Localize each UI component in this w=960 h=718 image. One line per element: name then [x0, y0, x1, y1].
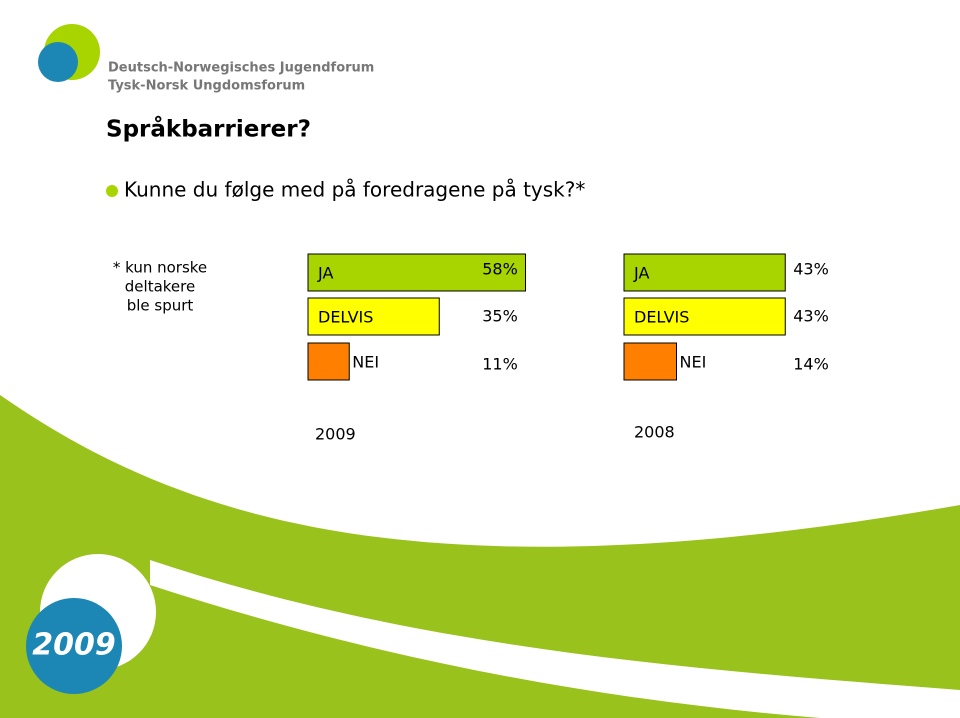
- category-label: DELVIS: [634, 308, 689, 327]
- bar: [623, 297, 786, 336]
- logo-text: Tysk-Norsk Ungdomsforum: [108, 79, 305, 94]
- category-label: JA: [633, 264, 649, 283]
- logo-bubble: [38, 42, 78, 82]
- category-label: NEI: [352, 353, 379, 372]
- footnote: * kun norske: [113, 259, 207, 277]
- slide-title: Språkbarrierer?: [106, 116, 311, 143]
- footnote: ble spurt: [127, 297, 194, 315]
- category-label: DELVIS: [318, 308, 373, 327]
- footnote: deltakere: [125, 278, 195, 296]
- value-label: 58%: [482, 260, 518, 279]
- white-band: [150, 560, 960, 718]
- badge-bubble: [26, 598, 122, 694]
- bar: [307, 253, 526, 292]
- category-label: JA: [317, 264, 333, 283]
- bar: [623, 342, 677, 381]
- badge-text: 2009: [32, 628, 116, 663]
- value-label: 14%: [793, 355, 829, 374]
- logo-text: Deutsch-Norwegisches Jugendforum: [108, 61, 374, 76]
- bar: [307, 297, 440, 336]
- value-label: 11%: [482, 355, 518, 374]
- bullet: [106, 185, 118, 197]
- category-label: NEI: [680, 353, 707, 372]
- value-label: 43%: [793, 260, 829, 279]
- value-label: 43%: [793, 307, 829, 326]
- bar: [623, 253, 786, 292]
- question: Kunne du følge med på foredragene på tys…: [124, 178, 585, 202]
- chart-title: 2008: [634, 423, 675, 442]
- bar: [307, 342, 350, 381]
- value-label: 35%: [482, 307, 518, 326]
- chart-title: 2009: [315, 425, 356, 444]
- background-swoosh: [0, 395, 960, 718]
